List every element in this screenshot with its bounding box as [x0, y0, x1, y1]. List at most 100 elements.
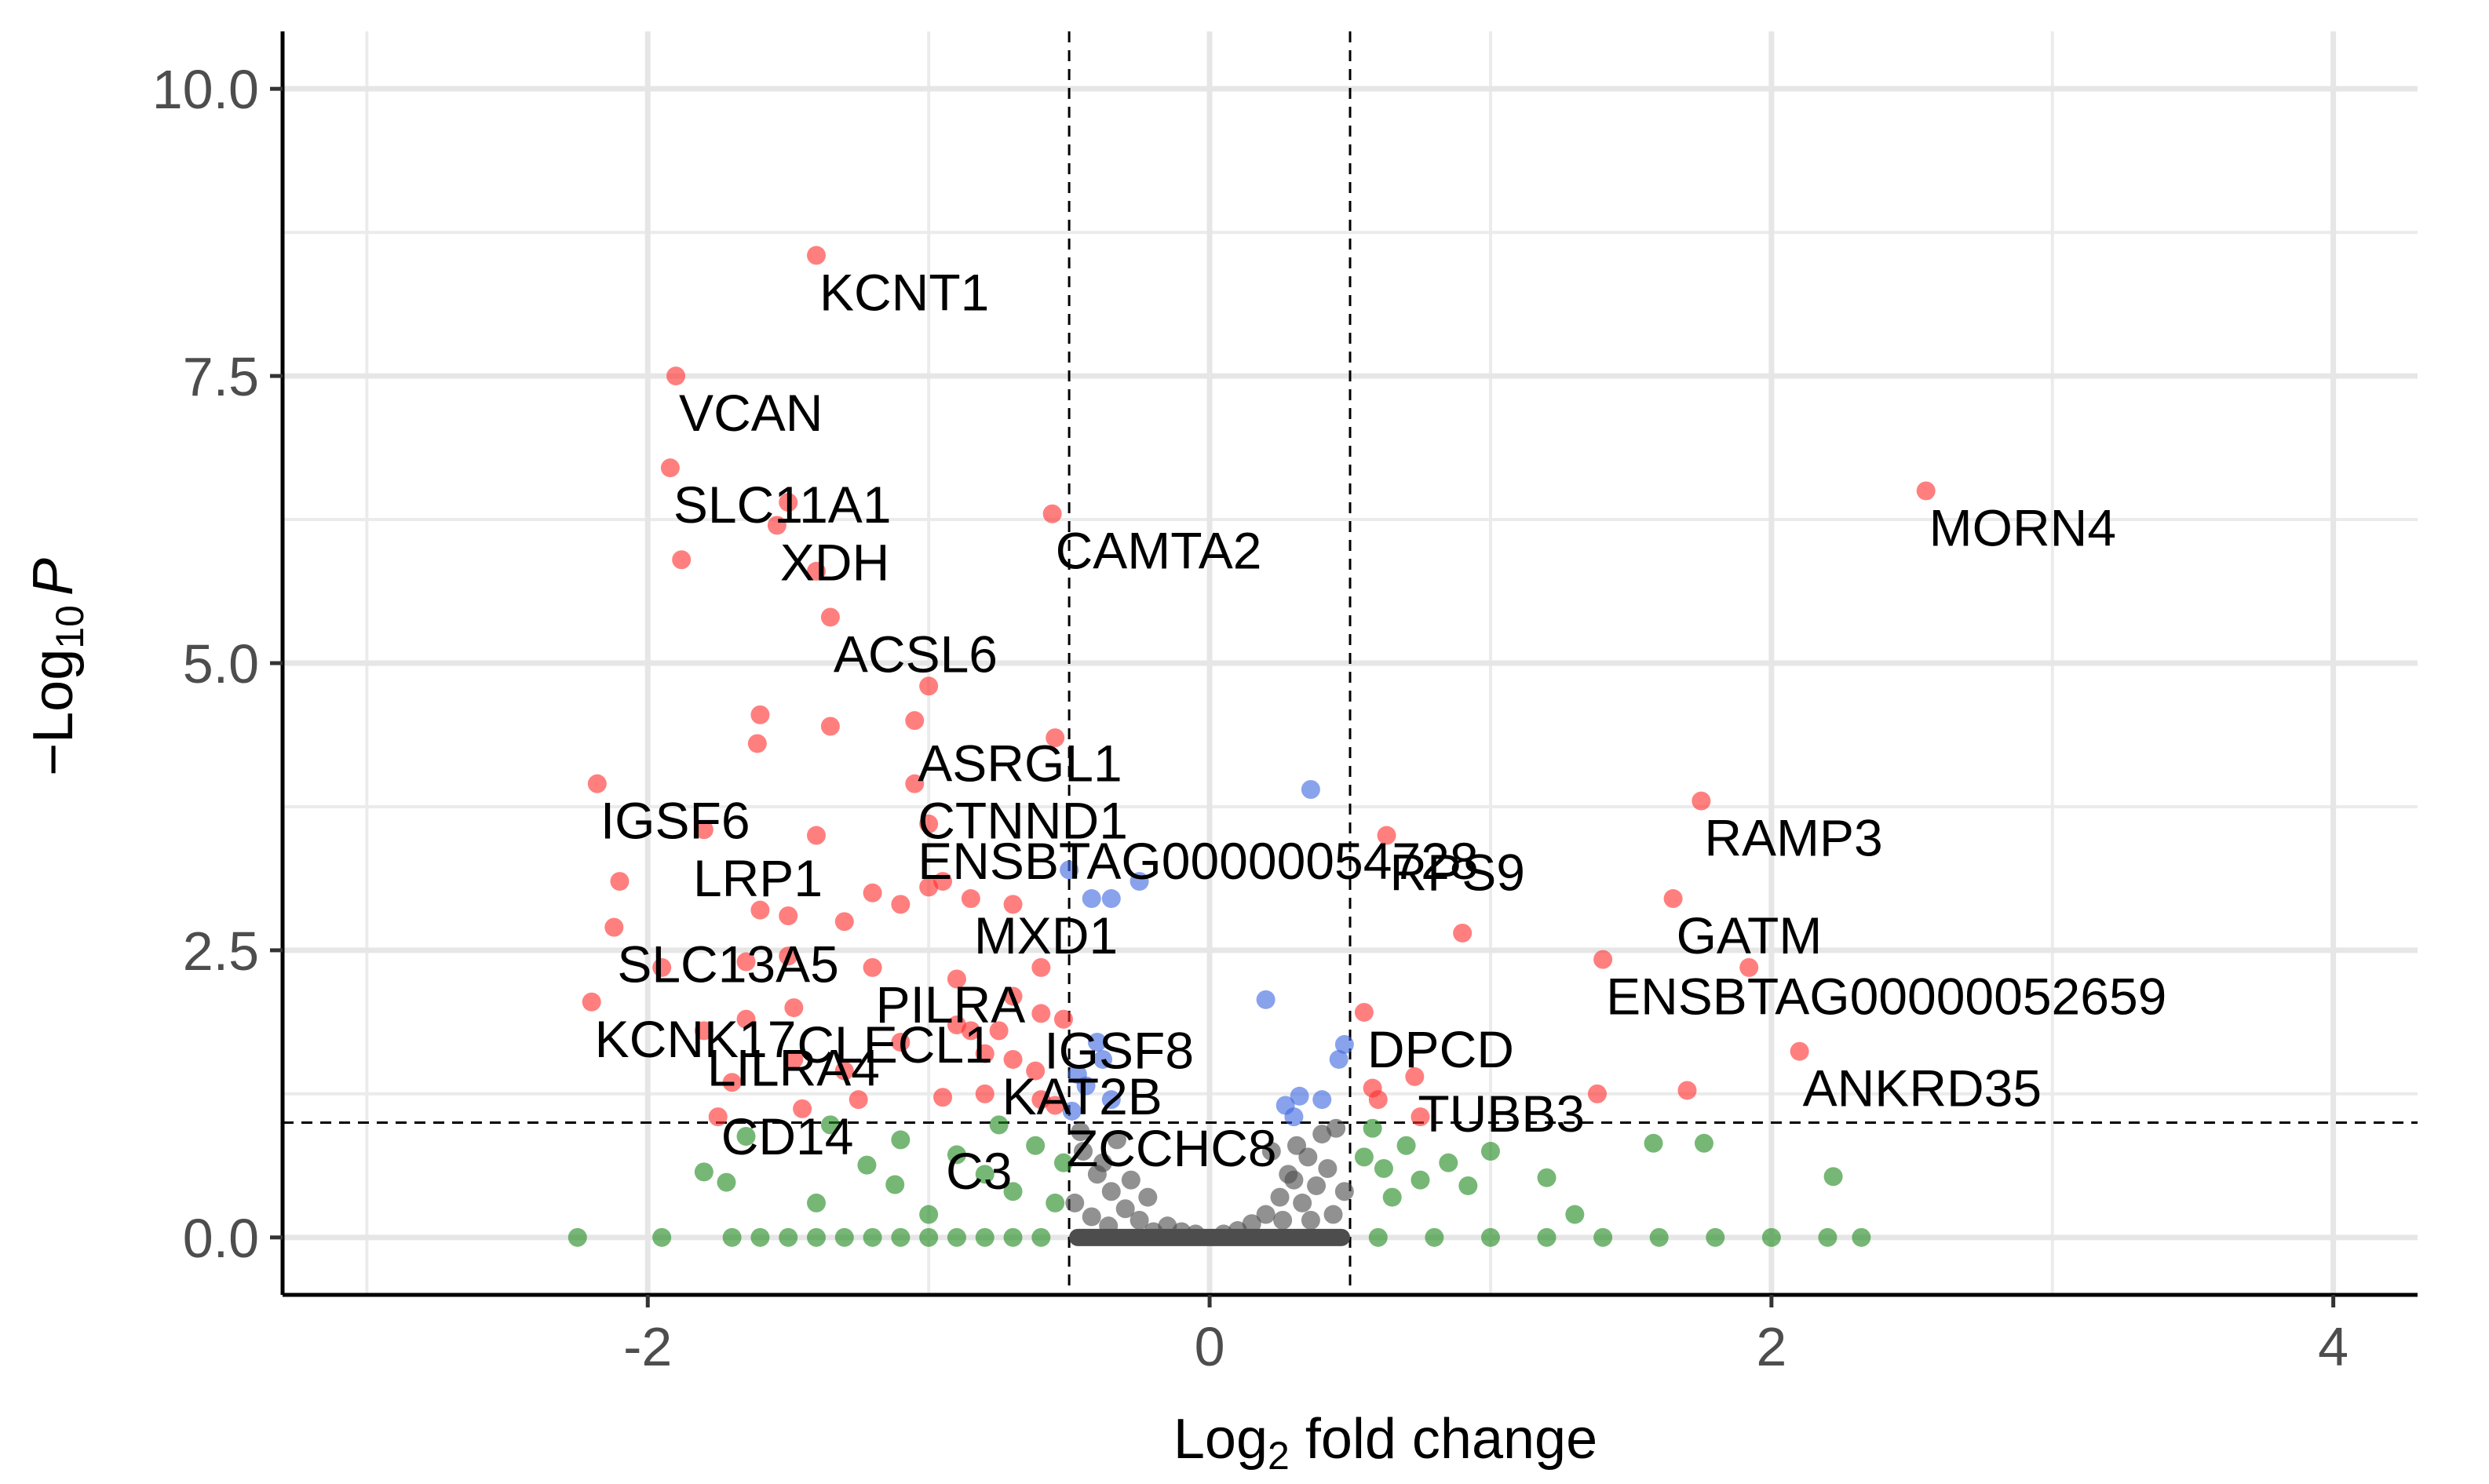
point-log2fc: [1363, 1118, 1382, 1138]
point-ns: [1115, 1199, 1135, 1219]
x-tick-label: -2: [623, 1316, 672, 1377]
point-p: [1290, 1086, 1309, 1106]
point-p-and-log2fc: [652, 957, 672, 977]
gene-label: CD14: [721, 1107, 854, 1165]
gene-label: LILRA4: [707, 1038, 880, 1096]
point-ns: [1138, 1187, 1158, 1207]
point-ns: [1334, 1182, 1354, 1201]
point-p: [1312, 1090, 1332, 1110]
x-axis-title-subscript: 2: [1268, 1434, 1290, 1478]
point-log2fc: [919, 1227, 939, 1247]
x-tick-label: 2: [1756, 1316, 1786, 1377]
gene-label: ENSBTAG00000054728: [918, 832, 1478, 890]
point-ns: [1093, 1153, 1113, 1172]
point-p-and-log2fc: [975, 1084, 995, 1103]
gene-label: SLC11A1: [673, 476, 892, 534]
point-p-and-log2fc: [793, 1099, 812, 1118]
point-p-and-log2fc: [1003, 986, 1023, 1006]
point-p: [1087, 1033, 1107, 1052]
point-log2fc: [1480, 1142, 1500, 1161]
point-p: [1062, 1101, 1082, 1121]
point-p-and-log2fc: [736, 952, 756, 972]
point-log2fc: [891, 1130, 911, 1150]
point-p-and-log2fc: [933, 1088, 953, 1107]
point-log2fc: [1425, 1227, 1444, 1247]
point-log2fc: [779, 1227, 798, 1247]
point-p-and-log2fc: [891, 895, 911, 914]
y-axis-title-subscript: 10: [48, 605, 92, 649]
point-log2fc: [919, 1205, 939, 1224]
point-p-and-log2fc: [587, 774, 607, 793]
gene-label: RAMP3: [1704, 809, 1882, 867]
point-p-and-log2fc: [1587, 1084, 1607, 1103]
point-ns: [1273, 1210, 1293, 1230]
point-p-and-log2fc: [1790, 1041, 1809, 1061]
point-p-and-log2fc: [784, 1049, 804, 1069]
point-p-and-log2fc: [1916, 481, 1936, 501]
point-log2fc: [1593, 1227, 1613, 1247]
point-log2fc: [750, 1227, 770, 1247]
x-axis-title-rest: fold change: [1290, 1408, 1597, 1471]
gene-label: IGSF6: [600, 792, 750, 850]
point-log2fc: [947, 1145, 966, 1165]
point-log2fc: [1818, 1227, 1838, 1247]
point-log2fc: [989, 1115, 1009, 1135]
y-tick-label: 2.5: [183, 921, 259, 982]
ns-point-band: [1069, 1228, 1350, 1246]
gene-label: CLECL1: [797, 1015, 992, 1074]
point-log2fc: [1411, 1170, 1430, 1190]
point-ns: [1065, 1193, 1085, 1212]
point-p-and-log2fc: [891, 1033, 911, 1052]
point-p-and-log2fc: [582, 992, 601, 1012]
gene-label: TUBB3: [1418, 1085, 1585, 1143]
point-p-and-log2fc: [1405, 1067, 1425, 1086]
point-log2fc: [717, 1172, 736, 1192]
gene-label: MORN4: [1929, 498, 2116, 556]
y-tick-label: 10.0: [152, 59, 259, 120]
axis-titles: Log2 fold change −Log10 P: [22, 558, 1597, 1478]
point-ns: [1242, 1214, 1261, 1234]
point-log2fc: [975, 1227, 995, 1247]
point-log2fc: [857, 1155, 877, 1175]
y-axis-title-italic: P: [22, 558, 85, 596]
point-log2fc: [1439, 1153, 1458, 1172]
point-log2fc: [1031, 1227, 1051, 1247]
point-ns: [1082, 1207, 1101, 1227]
point-log2fc: [1823, 1167, 1843, 1187]
point-log2fc: [807, 1227, 826, 1247]
gene-label: ASRGL1: [918, 735, 1122, 793]
point-log2fc: [891, 1227, 911, 1247]
x-axis-title: Log2 fold change: [1173, 1408, 1597, 1478]
point-log2fc: [1368, 1227, 1388, 1247]
gene-label: C3: [946, 1142, 1012, 1200]
gene-label: XDH: [780, 533, 889, 591]
point-p-and-log2fc: [1354, 1002, 1374, 1022]
point-p-and-log2fc: [1046, 1096, 1065, 1115]
gene-label: ANKRD35: [1803, 1059, 2042, 1118]
point-p-and-log2fc: [1453, 923, 1473, 943]
point-p-and-log2fc: [947, 969, 966, 989]
point-p-and-log2fc: [1593, 950, 1613, 969]
x-tick-label: 0: [1195, 1316, 1225, 1377]
data-points: [568, 246, 1936, 1247]
point-p-and-log2fc: [834, 1061, 854, 1081]
gene-label: KAT2B: [1002, 1067, 1162, 1125]
point-p-and-log2fc: [694, 1021, 713, 1041]
point-p-and-log2fc: [834, 912, 854, 932]
point-ns: [1287, 1136, 1306, 1155]
point-ns: [1301, 1210, 1320, 1230]
x-tick-label: 4: [2318, 1316, 2348, 1377]
point-p: [1130, 872, 1149, 891]
point-p-and-log2fc: [660, 458, 680, 478]
point-log2fc: [885, 1175, 905, 1194]
point-p-and-log2fc: [975, 1044, 995, 1063]
point-p-and-log2fc: [1663, 889, 1683, 909]
gene-label: MXD1: [974, 906, 1118, 964]
point-ns: [1279, 1165, 1298, 1184]
point-p-and-log2fc: [747, 734, 767, 753]
point-p-and-log2fc: [1377, 826, 1396, 845]
point-p-and-log2fc: [779, 493, 798, 512]
gene-label: KCNK17: [595, 1010, 797, 1068]
